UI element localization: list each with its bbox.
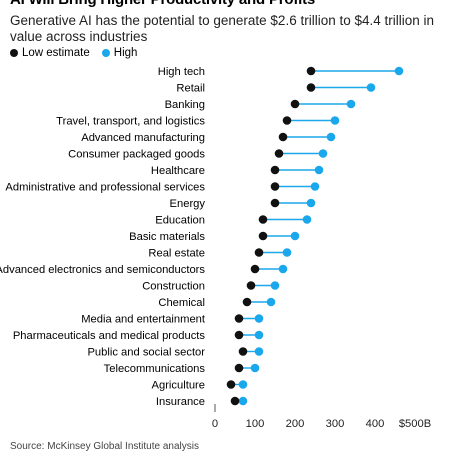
- category-label: Education: [155, 215, 205, 227]
- x-tick-label: 400: [366, 418, 385, 430]
- low-point: [230, 396, 240, 406]
- category-label: Pharmaceuticals and medical products: [13, 330, 206, 342]
- x-tick-label: $500B: [399, 418, 431, 430]
- category-label: Retail: [176, 83, 205, 95]
- low-point: [258, 215, 268, 224]
- high-point: [326, 132, 336, 142]
- category-label: Administrative and professional services: [5, 182, 205, 194]
- low-point: [306, 83, 316, 92]
- high-point: [394, 66, 404, 76]
- chart-title: AI Will Bring Higher Productivity and Pr…: [10, 0, 315, 8]
- legend-label-low: Low estimate: [22, 47, 90, 59]
- low-point: [278, 132, 288, 142]
- x-tick-label: 100: [246, 418, 265, 430]
- category-label: Telecommunications: [104, 363, 206, 375]
- category-label: Media and entertainment: [81, 314, 206, 326]
- category-label: Construction: [142, 281, 205, 293]
- low-point: [270, 165, 280, 175]
- low-point: [250, 264, 260, 274]
- high-point: [302, 215, 312, 224]
- x-tick-label: 300: [326, 418, 345, 430]
- high-point: [290, 231, 300, 241]
- high-point: [330, 116, 340, 125]
- category-label: Insurance: [156, 396, 205, 408]
- high-point: [270, 281, 280, 290]
- category-label: Chemical: [158, 297, 205, 309]
- low-point: [242, 297, 252, 307]
- low-point: [306, 66, 316, 76]
- low-point: [254, 248, 264, 257]
- low-point: [246, 281, 256, 290]
- high-point: [254, 314, 264, 323]
- category-label: Banking: [165, 99, 205, 111]
- high-point: [282, 248, 292, 257]
- category-label: Advanced electronics and semiconductors: [0, 264, 205, 276]
- x-tick-label: 200: [286, 418, 305, 430]
- legend-label-high: High: [113, 47, 138, 59]
- high-point: [306, 198, 316, 208]
- low-point: [226, 380, 236, 389]
- high-point: [310, 182, 320, 191]
- high-point: [366, 83, 376, 92]
- low-point: [290, 99, 300, 109]
- source-note: Source: McKinsey Global Institute analys…: [10, 441, 199, 452]
- low-point: [270, 198, 280, 208]
- low-point: [270, 182, 280, 191]
- category-label: Travel, transport, and logistics: [56, 116, 205, 128]
- low-point: [234, 314, 244, 323]
- high-point: [238, 380, 248, 389]
- category-label: Basic materials: [129, 231, 205, 243]
- high-point: [318, 149, 328, 158]
- high-point: [254, 347, 264, 356]
- category-label: Real estate: [148, 248, 205, 260]
- low-point: [282, 116, 292, 125]
- category-label: High tech: [158, 66, 205, 78]
- chart-subtitle: Generative AI has the potential to gener…: [10, 13, 435, 44]
- category-label: Consumer packaged goods: [68, 149, 205, 161]
- high-point: [266, 297, 276, 307]
- category-label: Energy: [170, 198, 206, 210]
- legend-marker-low: [10, 49, 18, 57]
- category-label: Agriculture: [152, 380, 205, 392]
- high-point: [250, 363, 260, 373]
- category-label: Advanced manufacturing: [81, 132, 205, 144]
- high-point: [346, 99, 356, 109]
- category-label: Public and social sector: [87, 347, 205, 359]
- x-tick-label: 0: [212, 418, 218, 430]
- high-point: [314, 165, 324, 175]
- low-point: [258, 231, 268, 241]
- legend: Low estimate High: [10, 47, 143, 59]
- low-point: [234, 330, 244, 340]
- category-label: Healthcare: [151, 165, 205, 177]
- legend-item-low: Low estimate: [10, 47, 90, 59]
- high-point: [278, 264, 288, 274]
- low-point: [274, 149, 284, 158]
- high-point: [238, 396, 248, 406]
- low-point: [234, 363, 244, 373]
- legend-marker-high: [101, 49, 110, 57]
- low-point: [238, 347, 248, 356]
- legend-item-high: High: [101, 47, 138, 59]
- high-point: [254, 330, 264, 340]
